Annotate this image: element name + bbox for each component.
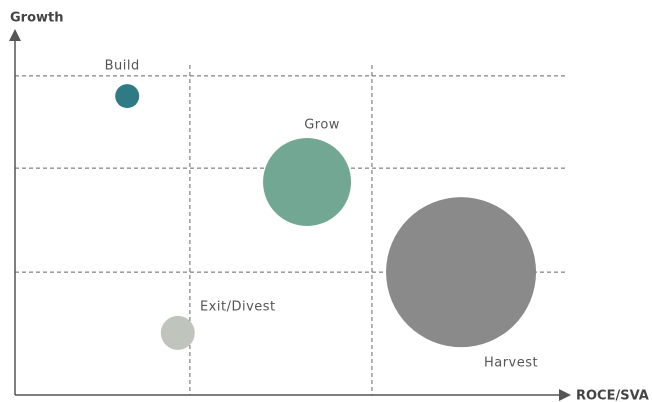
point-label: Grow xyxy=(304,118,340,133)
bubble xyxy=(115,84,140,109)
point-label: Exit/Divest xyxy=(200,299,276,314)
y-axis-title: Growth xyxy=(10,11,64,26)
point-label: Harvest xyxy=(484,356,538,371)
bubble xyxy=(386,197,537,348)
point-label: Build xyxy=(105,59,140,74)
bubble xyxy=(160,315,195,350)
x-axis-title: ROCE/SVA xyxy=(576,389,649,402)
bubble xyxy=(263,138,352,226)
